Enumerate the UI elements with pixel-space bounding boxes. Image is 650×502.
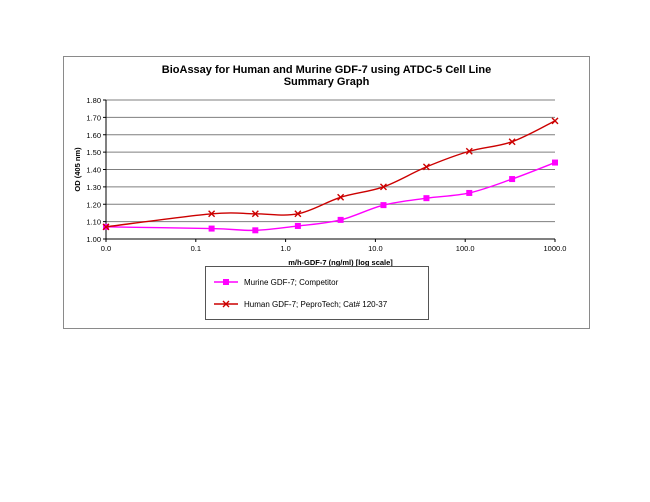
y-tick-label: 1.40: [86, 166, 101, 175]
legend-item-human: Human GDF-7; PeproTech; Cat# 120-37: [206, 297, 387, 311]
data-point-murine: [208, 225, 215, 232]
legend-swatch-murine: [214, 279, 238, 285]
x-tick-label: 1000.0: [544, 244, 567, 253]
data-point-human: [551, 117, 559, 125]
data-point-murine: [509, 176, 516, 183]
y-tick-label: 1.10: [86, 218, 101, 227]
data-point-murine: [294, 222, 301, 229]
data-point-murine: [337, 216, 344, 223]
data-point-human: [251, 210, 259, 218]
data-point-human: [379, 183, 387, 191]
x-tick-label: 0.1: [191, 244, 201, 253]
data-point-human: [337, 193, 345, 201]
data-point-murine: [466, 189, 473, 196]
data-point-murine: [423, 195, 430, 202]
y-tick-label: 1.00: [86, 235, 101, 244]
data-point-murine: [380, 202, 387, 209]
legend-label-human: Human GDF-7; PeproTech; Cat# 120-37: [244, 299, 388, 309]
data-point-human: [102, 223, 110, 231]
data-point-murine: [552, 159, 558, 166]
y-tick-label: 1.30: [86, 183, 101, 192]
legend-item-murine: Murine GDF-7; Competitor: [206, 275, 338, 289]
legend-swatch-human: [214, 300, 238, 308]
data-point-human: [208, 210, 216, 218]
legend: Murine GDF-7; Competitor Human GDF-7; Pe…: [205, 266, 429, 320]
chart-title: BioAssay for Human and Murine GDF-7 usin…: [161, 64, 492, 76]
data-point-human: [465, 147, 473, 155]
data-point-human: [294, 210, 302, 218]
x-tick-label: 0.0: [101, 244, 111, 253]
y-axis-title: OD (405 nm): [73, 147, 82, 192]
x-axis-title: m/h-GDF-7 (ng/ml) [log scale]: [288, 258, 393, 267]
data-point-human: [508, 138, 516, 146]
data-point-human: [422, 163, 430, 171]
y-tick-label: 1.70: [86, 113, 101, 122]
y-tick-label: 1.60: [86, 131, 101, 140]
data-point-murine: [252, 227, 259, 234]
x-tick-label: 100.0: [456, 244, 475, 253]
y-tick-label: 1.80: [86, 96, 101, 105]
x-tick-label: 1.0: [280, 244, 290, 253]
x-tick-label: 10.0: [368, 244, 383, 253]
y-tick-label: 1.20: [86, 200, 101, 209]
series-line-human: [105, 120, 556, 228]
y-tick-label: 1.50: [86, 148, 101, 157]
series-line-murine: [105, 161, 556, 232]
chart-subtitle: Summary Graph: [283, 76, 370, 88]
legend-label-murine: Murine GDF-7; Competitor: [244, 277, 339, 287]
